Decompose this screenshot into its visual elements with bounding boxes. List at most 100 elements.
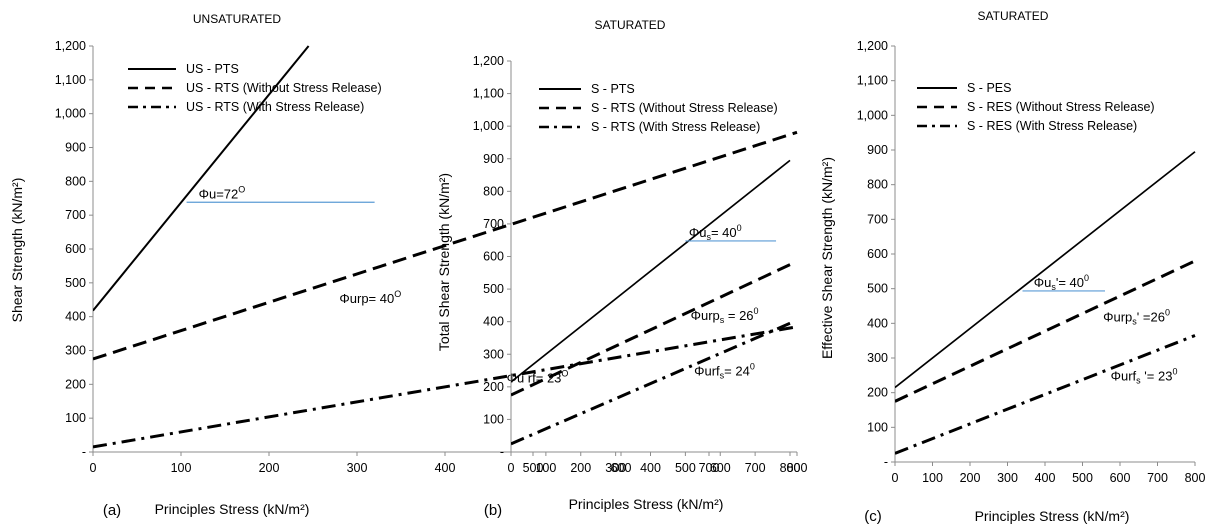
y-tick-label: 400 <box>867 316 888 330</box>
y-tick-label: 300 <box>867 351 888 365</box>
annotation-label: Φurp= 40O <box>339 289 401 306</box>
annotation-label: Φus'= 400 <box>1034 273 1089 292</box>
panel-label: (a) <box>103 502 121 519</box>
chart-panel-2: -1002003004005006007008009001,0001,1001,… <box>436 18 800 519</box>
x-tick-label: 0 <box>508 461 515 475</box>
x-tick-label: 500 <box>675 461 696 475</box>
annotation-label: Φu=72O <box>199 184 246 201</box>
annotation-label: Φurps' =260 <box>1103 308 1170 327</box>
annotation-label: Φurfs '= 230 <box>1111 367 1178 386</box>
y-tick-label: 400 <box>65 310 86 324</box>
y-tick-label: 1,200 <box>55 39 86 53</box>
y-tick-label: 200 <box>483 380 504 394</box>
y-tick-label: 100 <box>65 411 86 425</box>
chart-panel-3: - 100 200 300 400 500 600 700 800 900 1,000 1,100 1,… <box>819 9 1205 525</box>
y-tick-label: 500 <box>65 276 86 290</box>
x-tick-label: 500 <box>523 461 544 475</box>
y-tick-label: 600 <box>65 242 86 256</box>
series-line-3 <box>511 321 791 446</box>
x-tick-label: 700 <box>699 461 720 475</box>
y-tick-label: 700 <box>483 217 504 231</box>
legend-label: S - PES <box>967 81 1011 95</box>
x-tick-label: 400 <box>1035 471 1056 485</box>
y-tick-label: 1,100 <box>55 73 86 87</box>
y-tick-label: 700 <box>867 212 888 226</box>
chart-panel-1: -1002003004005006007008009001,0001,1001,… <box>9 12 807 519</box>
x-tick-label: 600 <box>611 461 632 475</box>
y-tick-label: 100 <box>483 412 504 426</box>
y-tick-label: 700 <box>65 208 86 222</box>
chart-title: UNSATURATED <box>193 12 282 26</box>
x-tick-label: 0 <box>90 461 97 475</box>
y-tick-label: 500 <box>867 282 888 296</box>
x-tick-label: 0 <box>892 471 899 485</box>
x-tick-label: 300 <box>347 461 368 475</box>
y-axis-label: Shear Strength (kN/m²) <box>9 178 25 323</box>
panel-label: (b) <box>484 502 502 519</box>
x-tick-label: 800 <box>787 461 808 475</box>
x-tick-label: 300 <box>605 461 626 475</box>
x-tick-label: 200 <box>570 461 591 475</box>
x-axis-label: Principles Stress (kN/m²) <box>975 508 1130 524</box>
x-tick-label: 700 <box>745 461 766 475</box>
legend-label: US - RTS (With Stress Release) <box>186 100 364 114</box>
y-tick-label: 600 <box>867 247 888 261</box>
y-tick-label: 800 <box>483 184 504 198</box>
x-tick-label: 200 <box>960 471 981 485</box>
series-line-2 <box>895 259 1196 403</box>
x-axis-label: Principles Stress (kN/m²) <box>569 496 724 512</box>
y-tick-label: - <box>500 445 504 459</box>
series-line-2 <box>511 263 791 397</box>
y-tick-label: 1,000 <box>857 108 888 122</box>
x-tick-label: 600 <box>1110 471 1131 485</box>
y-tick-label: 1,200 <box>857 39 888 53</box>
legend-label: S - RTS (With Stress Release) <box>591 120 760 134</box>
annotation-label: Φurfs= 240 <box>694 361 755 380</box>
legend-label: S - RES (Without Stress Release) <box>967 100 1155 114</box>
x-tick-label: 100 <box>171 461 192 475</box>
y-tick-label: 900 <box>483 152 504 166</box>
x-tick-label: 800 <box>780 461 801 475</box>
x-axis-label: Principles Stress (kN/m²) <box>155 501 310 517</box>
y-tick-label: 1,000 <box>473 119 504 133</box>
x-tick-label: 600 <box>710 461 731 475</box>
legend-label: US - PTS <box>186 62 239 76</box>
x-tick-label: 500 <box>1072 471 1093 485</box>
x-tick-label: 300 <box>997 471 1018 485</box>
y-axis-label: Effective Shear Strength (kN/m²) <box>819 157 835 359</box>
y-tick-label: 300 <box>65 344 86 358</box>
annotation-label: Φus= 400 <box>689 223 742 242</box>
x-tick-label: 400 <box>640 461 661 475</box>
y-tick-label: 200 <box>65 377 86 391</box>
series-line-3 <box>93 325 798 449</box>
series-line-1 <box>511 159 791 383</box>
x-tick-label: 100 <box>922 471 943 485</box>
legend-label: S - RTS (Without Stress Release) <box>591 101 778 115</box>
x-tick-label: 100 <box>535 461 556 475</box>
panel-label: (c) <box>864 508 882 525</box>
y-tick-label: 1,200 <box>473 54 504 68</box>
y-axis-label: Total Shear Strength (kN/m²) <box>436 173 452 351</box>
chart-title: SATURATED <box>978 9 1049 23</box>
y-tick-label: 1,100 <box>473 87 504 101</box>
y-tick-label: 200 <box>867 386 888 400</box>
y-tick-label: 300 <box>483 347 504 361</box>
legend-label: US - RTS (Without Stress Release) <box>186 81 382 95</box>
x-tick-label: 200 <box>259 461 280 475</box>
x-tick-label: 400 <box>435 461 456 475</box>
series-line-3 <box>895 334 1196 455</box>
legend-label: S - PTS <box>591 82 635 96</box>
y-tick-label: 500 <box>483 282 504 296</box>
y-tick-label: 800 <box>65 174 86 188</box>
y-tick-label: 600 <box>483 250 504 264</box>
annotation-label: Φurps = 260 <box>691 306 759 325</box>
series-line-2 <box>93 130 798 361</box>
x-tick-label: 800 <box>1185 471 1206 485</box>
y-tick-label: 900 <box>867 143 888 157</box>
series-line-1 <box>93 45 310 312</box>
y-tick-label: 1,000 <box>55 107 86 121</box>
y-tick-label: - <box>884 455 888 469</box>
y-tick-label: 1,100 <box>857 74 888 88</box>
